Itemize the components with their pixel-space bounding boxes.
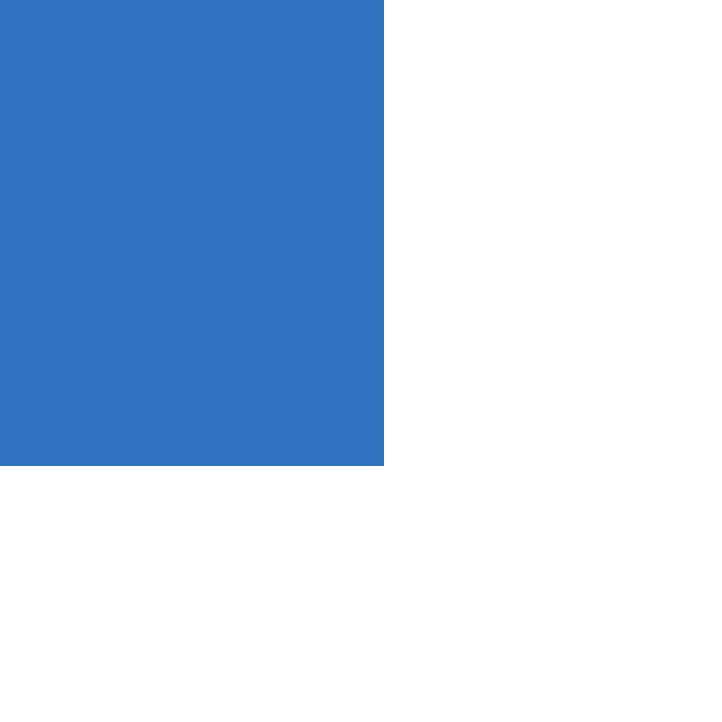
blue-rectangle [0,0,384,466]
